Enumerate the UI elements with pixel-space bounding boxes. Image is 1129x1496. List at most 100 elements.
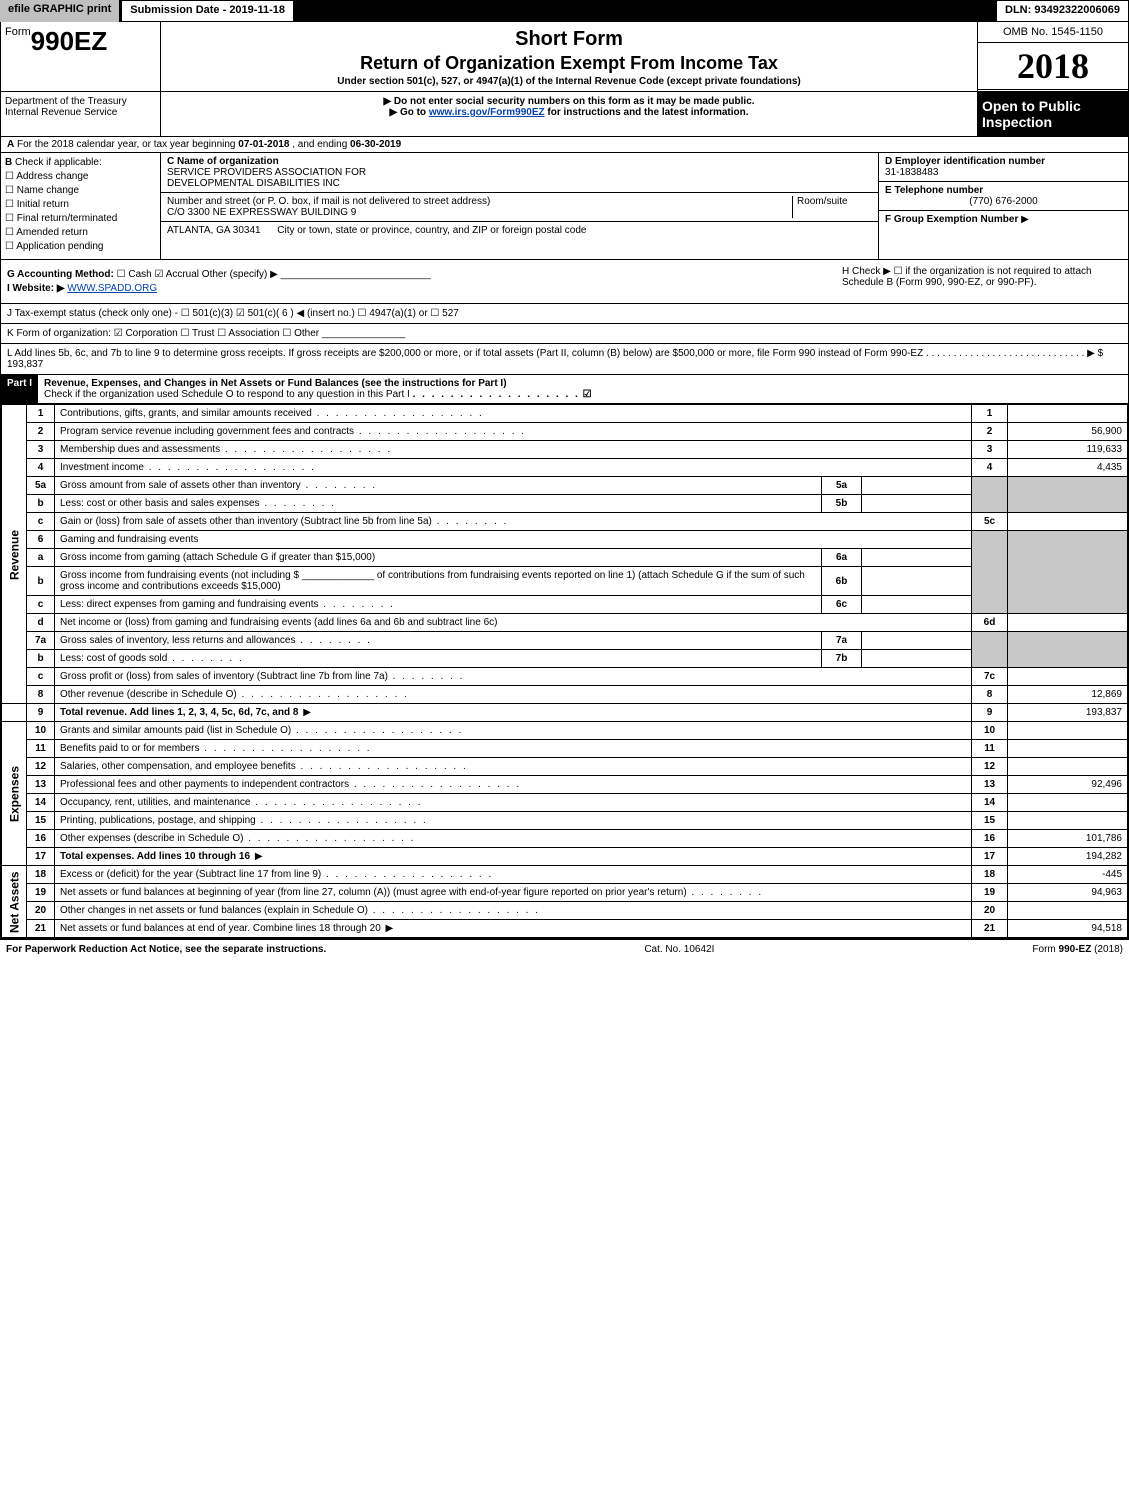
accounting-website-box: G Accounting Method: ☐ Cash ☑ Accrual Ot… — [0, 260, 1129, 304]
website-link[interactable]: WWW.SPADD.ORG — [67, 283, 157, 294]
main-title: Return of Organization Exempt From Incom… — [165, 53, 973, 74]
org-info-row: B Check if applicable: Address change Na… — [0, 153, 1129, 260]
year-middle: , and ending — [289, 139, 350, 150]
line-5b-midval — [862, 495, 972, 513]
line-21-r: 21 — [972, 920, 1008, 938]
line-9-val: 193,837 — [1008, 704, 1128, 722]
line-12-num: 12 — [27, 758, 55, 776]
efile-print-button[interactable]: efile GRAPHIC print — [0, 0, 121, 22]
g-options: ☐ Cash ☑ Accrual Other (specify) ▶ — [117, 269, 278, 280]
org-name-1: SERVICE PROVIDERS ASSOCIATION FOR — [167, 167, 366, 178]
line-10-desc: Grants and similar amounts paid (list in… — [60, 725, 463, 736]
line-7b-num: b — [27, 650, 55, 668]
room-label: Room/suite — [797, 196, 848, 207]
line-9-desc: Total revenue. Add lines 1, 2, 3, 4, 5c,… — [60, 707, 298, 718]
line-6d-num: d — [27, 614, 55, 632]
dept-name: Department of the Treasury — [5, 96, 156, 107]
line-11-num: 11 — [27, 740, 55, 758]
tel-label: E Telephone number — [885, 185, 983, 196]
line-8-num: 8 — [27, 686, 55, 704]
check-address-change[interactable]: Address change — [5, 171, 156, 182]
line-2-r: 2 — [972, 423, 1008, 441]
line-19-num: 19 — [27, 884, 55, 902]
dots-arrow-9 — [298, 707, 312, 718]
tax-year-row: A For the 2018 calendar year, or tax yea… — [0, 137, 1129, 153]
shaded-cell-5 — [972, 477, 1008, 513]
line-2-val: 56,900 — [1008, 423, 1128, 441]
short-form-title: Short Form — [165, 28, 973, 51]
line-6b-num: b — [27, 567, 55, 596]
dots-5c — [432, 516, 508, 527]
line-4-r: 4 — [972, 459, 1008, 477]
line-16-num: 16 — [27, 830, 55, 848]
line-5c-desc: Gain or (loss) from sale of assets other… — [60, 516, 432, 527]
shaded-val-5 — [1008, 477, 1128, 513]
line-5b-num: b — [27, 495, 55, 513]
line-21-val: 94,518 — [1008, 920, 1128, 938]
line-1-num: 1 — [27, 405, 55, 423]
form-meta-box: OMB No. 1545-1150 2018 — [978, 22, 1128, 91]
part-1-section: Part I Revenue, Expenses, and Changes in… — [0, 375, 1129, 939]
line-18-num: 18 — [27, 866, 55, 884]
dots-19 — [687, 887, 763, 898]
netassets-side-label: Net Assets — [2, 866, 27, 938]
k-text: K Form of organization: ☑ Corporation ☐ … — [7, 328, 319, 339]
check-final-return[interactable]: Final return/terminated — [5, 213, 156, 224]
form-number: 990EZ — [31, 26, 108, 56]
submission-date: Submission Date - 2019-11-18 — [121, 0, 294, 22]
irs-link[interactable]: www.irs.gov/Form990EZ — [429, 107, 545, 118]
tax-year: 2018 — [978, 43, 1128, 90]
line-6b-desc: Gross income from fundraising events (no… — [60, 570, 805, 592]
form-of-organization: K Form of organization: ☑ Corporation ☐ … — [0, 324, 1129, 344]
line-20-num: 20 — [27, 902, 55, 920]
line-18-r: 18 — [972, 866, 1008, 884]
line-8-desc: Other revenue (describe in Schedule O) — [60, 689, 409, 700]
form-number-box: Form990EZ — [1, 22, 161, 91]
line-12-val — [1008, 758, 1128, 776]
line-5c-num: c — [27, 513, 55, 531]
dots-arrow-21 — [381, 923, 395, 934]
line-6b-midval — [862, 567, 972, 596]
line-5a-midval — [862, 477, 972, 495]
line-6a-midval — [862, 549, 972, 567]
top-bar: efile GRAPHIC print Submission Date - 20… — [0, 0, 1129, 22]
line-17-num: 17 — [27, 848, 55, 866]
line-6c-midval — [862, 596, 972, 614]
check-name-change[interactable]: Name change — [5, 185, 156, 196]
org-city: ATLANTA, GA 30341 — [167, 225, 261, 236]
check-applicable-box: B Check if applicable: Address change Na… — [1, 153, 161, 259]
line-6a-desc: Gross income from gaming (attach Schedul… — [60, 552, 375, 563]
check-initial-return[interactable]: Initial return — [5, 199, 156, 210]
tel-value: (770) 676-2000 — [885, 196, 1122, 207]
line-21-num: 21 — [27, 920, 55, 938]
line-5a-num: 5a — [27, 477, 55, 495]
line-14-desc: Occupancy, rent, utilities, and maintena… — [60, 797, 423, 808]
form-label: Form — [5, 26, 31, 38]
instruction-2-prefix: ▶ Go to — [389, 107, 428, 118]
line-1-val — [1008, 405, 1128, 423]
line-10-r: 10 — [972, 722, 1008, 740]
omb-number: OMB No. 1545-1150 — [978, 22, 1128, 43]
line-4-desc: Investment income — [60, 462, 316, 473]
shaded-val-7 — [1008, 632, 1128, 668]
i-label: I Website: ▶ — [7, 283, 65, 294]
check-application-pending[interactable]: Application pending — [5, 241, 156, 252]
dots-7c — [388, 671, 464, 682]
line-13-desc: Professional fees and other payments to … — [60, 779, 521, 790]
line-6c-desc: Less: direct expenses from gaming and fu… — [60, 599, 395, 610]
c-label: C Name of organization — [167, 156, 279, 167]
line-21-desc: Net assets or fund balances at end of ye… — [60, 923, 381, 934]
part-1-label: Part I — [1, 375, 38, 403]
line-3-num: 3 — [27, 441, 55, 459]
open-to-public-badge: Open to Public Inspection — [978, 92, 1128, 136]
line-7c-r: 7c — [972, 668, 1008, 686]
line-15-num: 15 — [27, 812, 55, 830]
line-6c-mid: 6c — [822, 596, 862, 614]
check-amended-return[interactable]: Amended return — [5, 227, 156, 238]
identifiers-box: D Employer identification number 31-1838… — [878, 153, 1128, 259]
department-info: Department of the Treasury Internal Reve… — [1, 92, 161, 136]
line-6-desc: Gaming and fundraising events — [55, 531, 972, 549]
line-5b-desc: Less: cost or other basis and sales expe… — [60, 498, 336, 509]
line-6d-r: 6d — [972, 614, 1008, 632]
line-6b-mid: 6b — [822, 567, 862, 596]
